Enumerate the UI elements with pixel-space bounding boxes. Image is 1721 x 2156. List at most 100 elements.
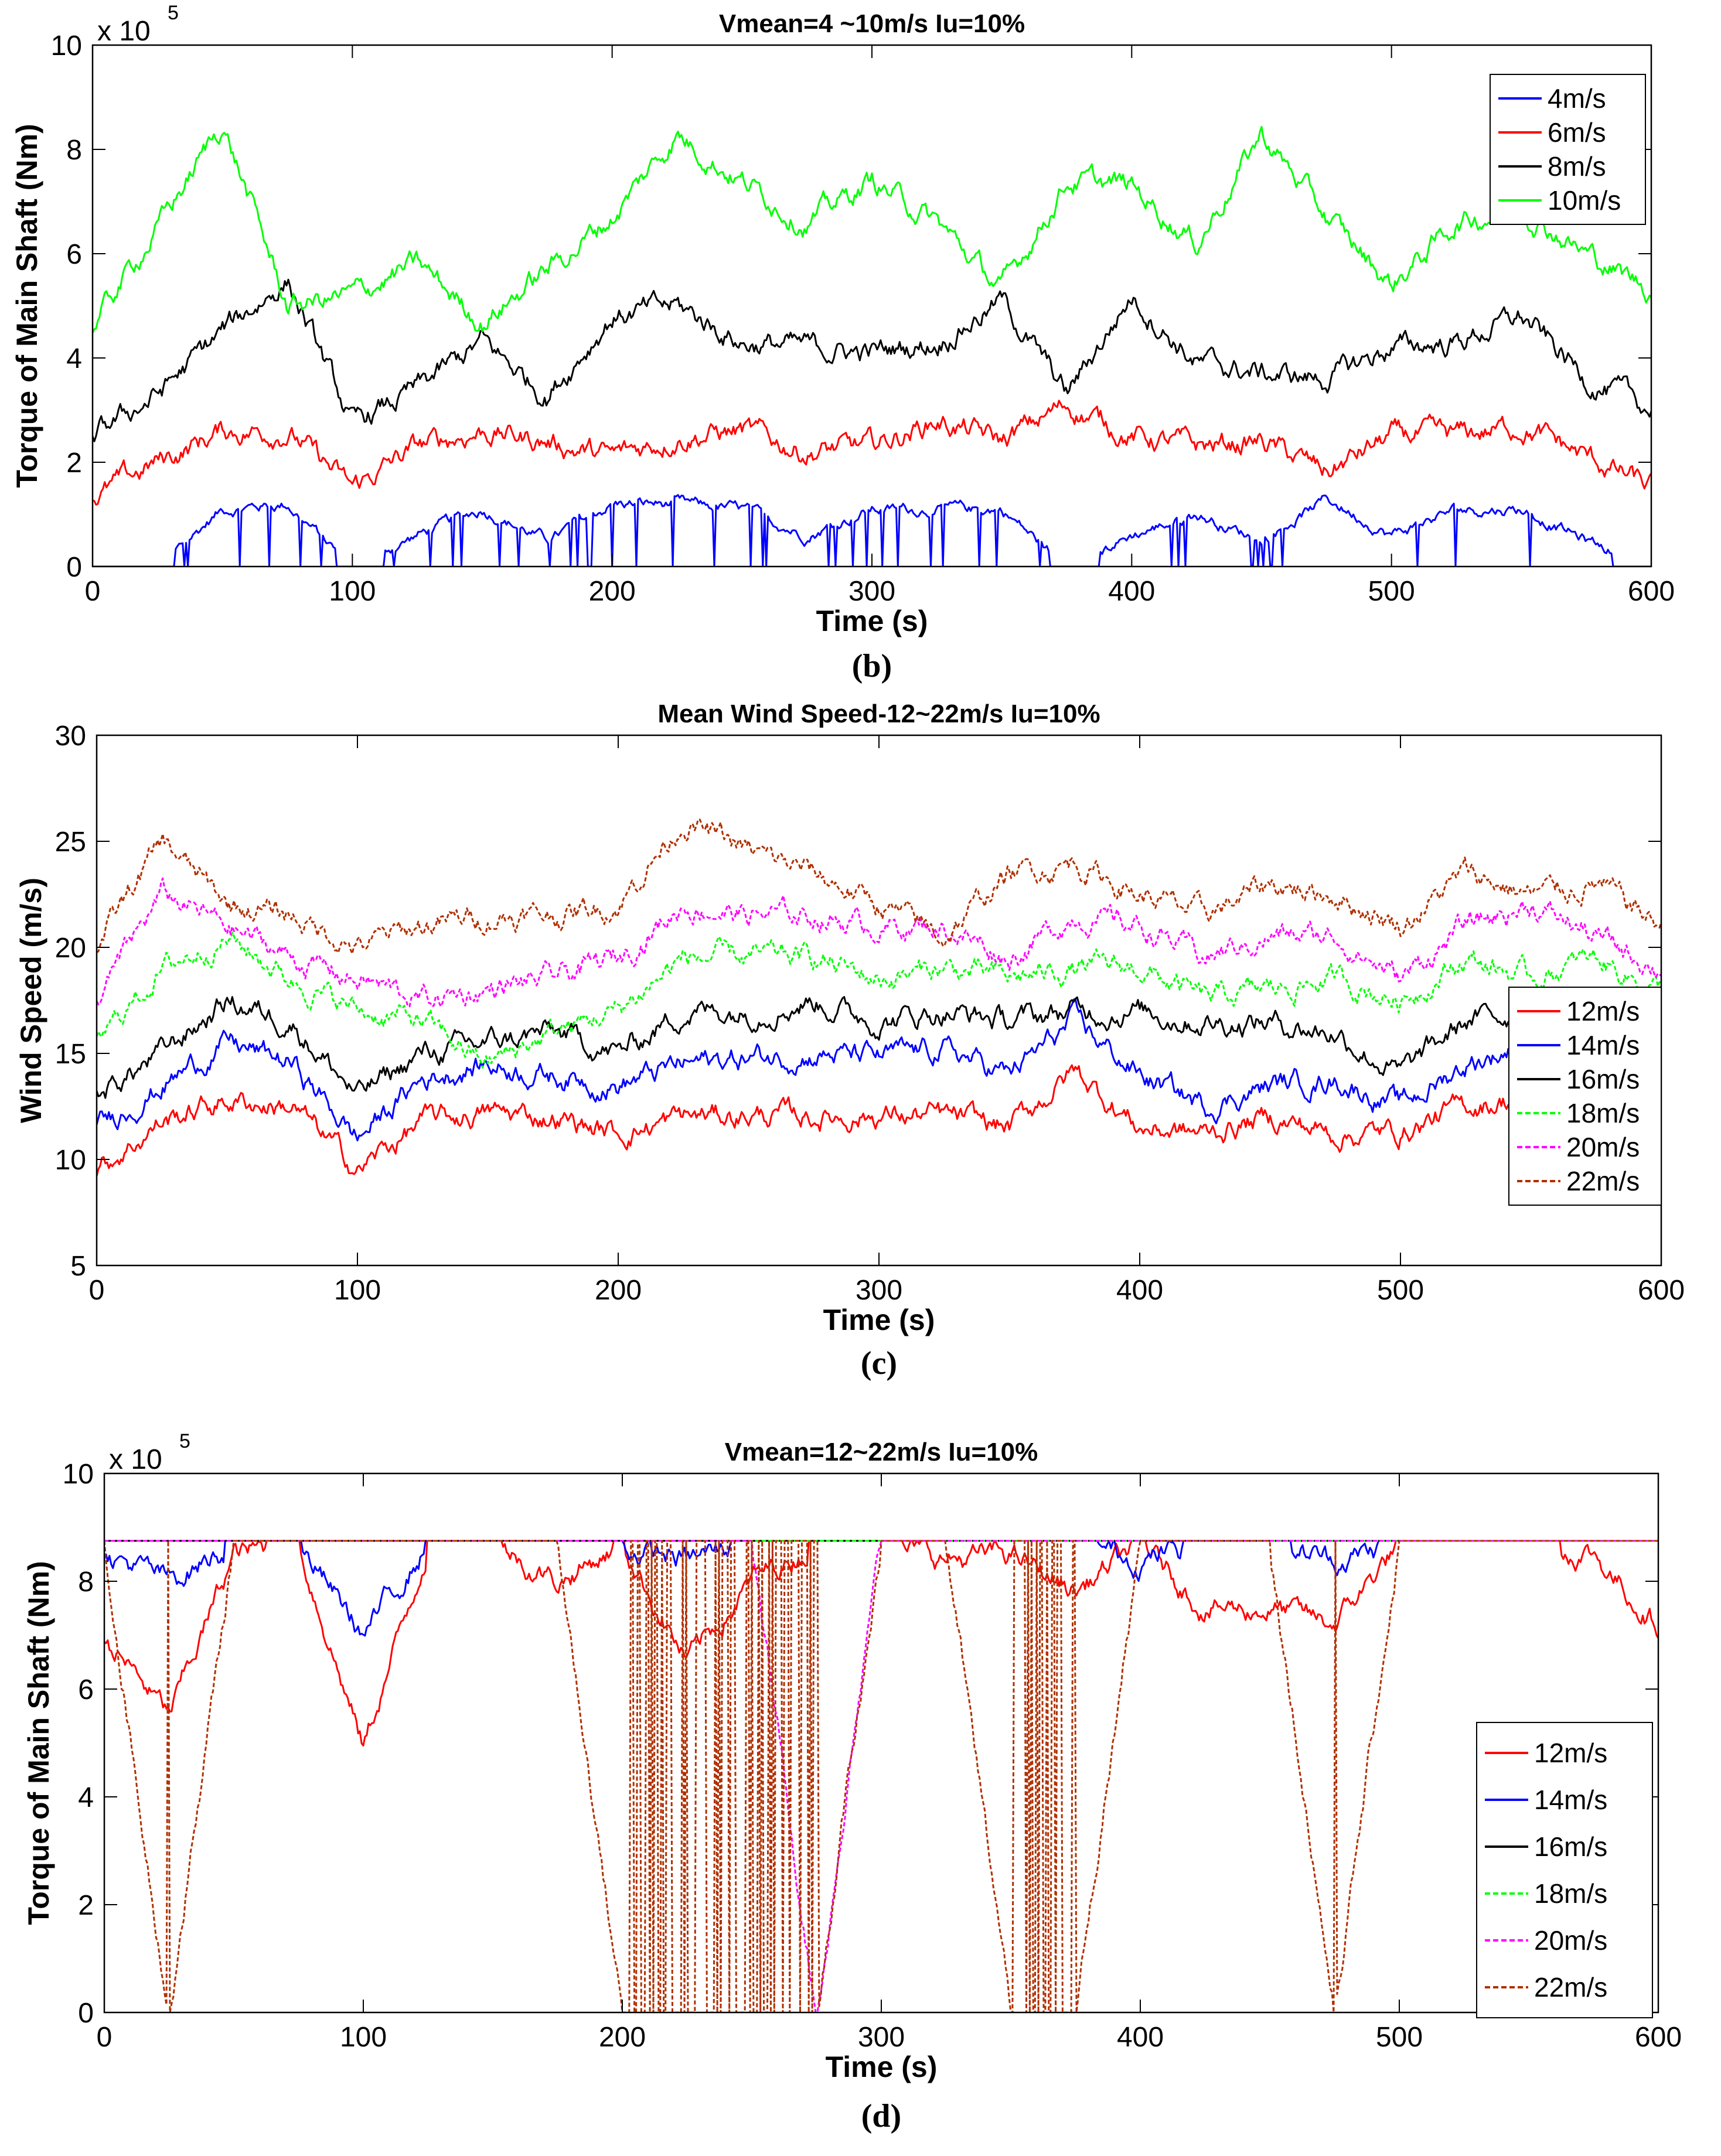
y-tick-label: 20 (55, 933, 86, 964)
y-tick-label: 0 (66, 552, 82, 583)
panel-caption: (d) (861, 2098, 901, 2134)
y-tick-label: 30 (55, 721, 86, 752)
x-tick-label: 100 (334, 1275, 381, 1306)
y-tick-label: 6 (78, 1674, 94, 1705)
legend-entry-label: 20m/s (1566, 1132, 1640, 1162)
plot-area (93, 125, 1651, 567)
series-line-18m/s (97, 932, 1661, 1069)
y-tick-label: 25 (55, 827, 86, 858)
y-tick-label: 2 (66, 448, 82, 479)
legend-entry-label: 14m/s (1534, 1785, 1607, 1815)
y-axis-label: Wind Speed (m/s) (15, 878, 47, 1123)
x-tick-label: 300 (856, 1275, 902, 1306)
legend-entry-label: 10m/s (1548, 185, 1621, 216)
series-line-14m/s (97, 998, 1661, 1142)
axes-frame (103, 1472, 1659, 2014)
x-tick-label: 600 (1638, 1275, 1685, 1306)
y-tick-label: 8 (66, 135, 82, 166)
series-line-10m/s (93, 125, 1651, 334)
x-tick-label: 100 (329, 576, 376, 607)
series-line-22m/s (97, 818, 1661, 955)
x-tick-label: 300 (848, 576, 895, 607)
y-tick-label: 10 (63, 1459, 94, 1490)
x-axis-label: Time (s) (823, 1304, 935, 1336)
x-axis-label: Time (s) (826, 2051, 938, 2083)
series-line-20m/s (97, 877, 1661, 1008)
panel-title: Mean Wind Speed-12~22m/s Iu=10% (657, 700, 1100, 728)
x-tick-label: 500 (1376, 2022, 1423, 2053)
panel-caption: (b) (852, 648, 892, 684)
y-tick-label: 15 (55, 1039, 86, 1070)
x-tick-label: 0 (85, 576, 101, 607)
y-tick-label: 6 (66, 239, 82, 270)
x-tick-label: 600 (1635, 2022, 1682, 2053)
panel-title: Vmean=12~22m/s Iu=10% (725, 1438, 1038, 1466)
x-tick-label: 600 (1628, 576, 1675, 607)
series-line-12m/s (97, 1064, 1661, 1177)
y-tick-label: 2 (78, 1890, 94, 1921)
x-tick-label: 300 (858, 2022, 905, 2053)
x-tick-label: 400 (1108, 576, 1155, 607)
series-line-22m/s (104, 1540, 1658, 2012)
legend-entry-label: 18m/s (1534, 1878, 1607, 1909)
x-tick-label: 200 (599, 2022, 646, 2053)
y-tick-label: 4 (78, 1782, 94, 1813)
legend-entry-label: 18m/s (1566, 1098, 1640, 1128)
legend-entry-label: 4m/s (1548, 83, 1606, 114)
y-axis-label: Torque of Main Shaft (Nm) (11, 124, 43, 487)
exponent-power: 5 (179, 1430, 190, 1452)
series-line-20m/s (104, 1540, 1658, 2012)
x-tick-label: 400 (1116, 1275, 1163, 1306)
legend-entry-label: 12m/s (1566, 996, 1640, 1026)
x-tick-label: 0 (97, 2022, 113, 2053)
legend: 12m/s 14m/s 16m/s 18m/s 20m/s 22m/s (1476, 1722, 1653, 2018)
x-tick-label: 100 (340, 2022, 387, 2053)
series-line-14m/s (104, 1540, 1658, 1637)
y-tick-label: 10 (51, 30, 82, 62)
y-tick-label: 4 (66, 343, 82, 374)
panel-caption: (c) (861, 1345, 897, 1381)
legend-entry-label: 20m/s (1534, 1925, 1607, 1956)
series-line-6m/s (93, 400, 1651, 506)
x-axis-label: Time (s) (816, 605, 928, 637)
legend: 12m/s 14m/s 16m/s 18m/s 20m/s 22m/s (1508, 987, 1662, 1206)
legend-box (1508, 987, 1662, 1206)
series-line-12m/s (104, 1540, 1658, 1747)
legend-entry-label: 22m/s (1534, 1972, 1607, 2003)
legend-entry-label: 16m/s (1534, 1831, 1607, 1862)
exponent-label: x 10 (97, 16, 151, 47)
y-axis-label: Torque of Main Shaft (Nm) (22, 1561, 55, 1925)
exponent-label: x 10 (109, 1444, 162, 1475)
x-tick-label: 200 (589, 576, 636, 607)
y-tick-label: 5 (70, 1251, 86, 1282)
plot-area (97, 818, 1661, 1177)
exponent-power: 5 (168, 2, 179, 24)
legend-entry-label: 14m/s (1566, 1030, 1640, 1060)
legend-entry-label: 8m/s (1548, 151, 1606, 182)
x-tick-label: 400 (1117, 2022, 1164, 2053)
panel-title: Vmean=4 ~10m/s Iu=10% (719, 9, 1025, 38)
y-tick-label: 10 (55, 1145, 86, 1176)
plot-area (104, 1540, 1658, 2012)
x-tick-label: 0 (89, 1275, 105, 1306)
series-line-16m/s (97, 996, 1661, 1099)
series-line-4m/s (93, 494, 1651, 567)
legend-entry-label: 16m/s (1566, 1064, 1640, 1094)
series-line-8m/s (93, 278, 1651, 442)
y-tick-label: 0 (78, 1998, 94, 2029)
x-tick-label: 200 (595, 1275, 642, 1306)
x-tick-label: 500 (1377, 1275, 1424, 1306)
x-tick-label: 500 (1368, 576, 1415, 607)
legend-entry-label: 22m/s (1566, 1166, 1640, 1196)
y-tick-label: 8 (78, 1567, 94, 1598)
legend-box (1476, 1722, 1653, 2018)
panel-1: Mean Wind Speed-12~22m/s Iu=10% 0 100 200 30… (15, 700, 1685, 1381)
legend-entry-label: 6m/s (1548, 117, 1606, 148)
axes-frame (91, 44, 1652, 568)
legend-entry-label: 12m/s (1534, 1738, 1607, 1768)
